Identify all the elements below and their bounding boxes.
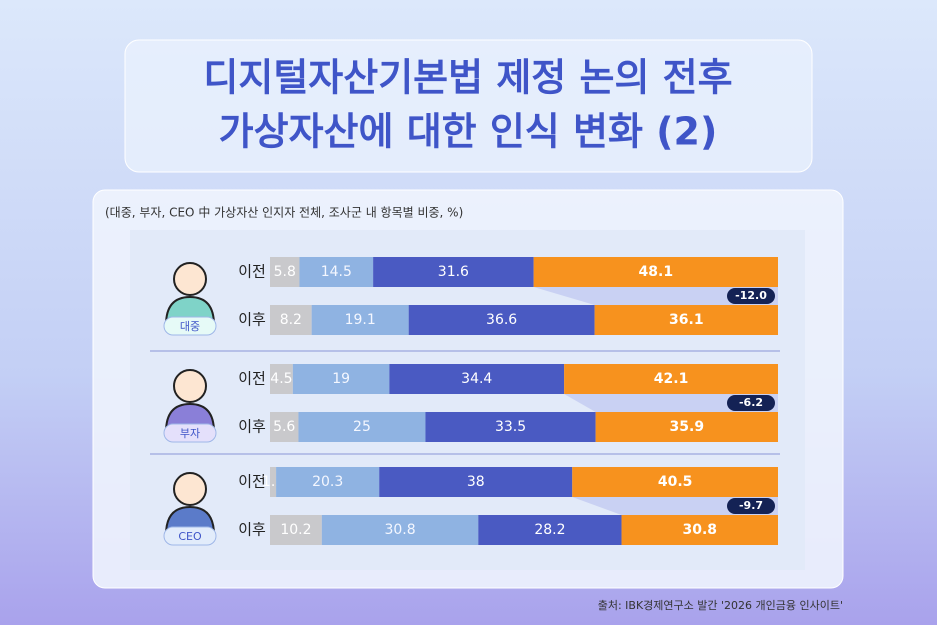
change-band [572, 497, 778, 515]
value-label: 35.9 [670, 419, 705, 435]
bar-segment [292, 364, 390, 394]
value-label: 48.1 [639, 264, 674, 280]
value-label: 42.1 [654, 371, 689, 387]
row-label: 이전 [238, 473, 266, 491]
avatar-head [173, 472, 207, 506]
value-label: 25 [353, 419, 371, 435]
bar-segment [298, 412, 426, 442]
bar-segment [564, 364, 778, 394]
bar-segment [595, 412, 778, 442]
value-label: 38 [467, 474, 485, 490]
change-badge [727, 395, 775, 411]
bar-segment [621, 515, 778, 545]
change-badge [727, 498, 775, 514]
subtitle: (대중, 부자, CEO 中 가상자산 인지자 전체, 조사군 내 항목별 비중… [105, 205, 463, 220]
group-label: CEO [178, 530, 202, 543]
value-label: 4.5 [270, 371, 292, 387]
source: 출처: IBK경제연구소 발간 '2026 개인금융 인사이트' [598, 599, 843, 612]
value-label: 8.2 [280, 312, 302, 328]
value-label: 19.1 [345, 312, 376, 328]
group-pill [163, 423, 217, 443]
bar-segment [594, 305, 778, 335]
bar-segment [270, 305, 312, 335]
value-label: 36.6 [486, 312, 517, 328]
title-line: 가상자산에 대한 인식 변화 (2) [219, 110, 718, 154]
value-label: 19 [332, 371, 350, 387]
value-label: 30.8 [682, 522, 717, 538]
avatar-head [173, 369, 207, 403]
value-label: 28.2 [534, 522, 565, 538]
row-label: 이후 [238, 521, 266, 539]
value-label: 34.4 [461, 371, 492, 387]
title-line: 디지털자산기본법 제정 논의 전후 [203, 56, 732, 100]
avatar-head [173, 262, 207, 296]
bar-segment [270, 412, 299, 442]
bar-segment [299, 257, 374, 287]
change-band [564, 394, 778, 412]
bar-segment [270, 257, 300, 287]
bar-segment [389, 364, 565, 394]
value-label: 30.8 [384, 522, 415, 538]
value-label: 36.1 [669, 312, 704, 328]
change-label: -9.7 [739, 499, 763, 512]
value-label: 31.6 [438, 264, 469, 280]
value-label: 20.3 [312, 474, 343, 490]
row-label: 이전 [238, 370, 266, 388]
title-box [124, 39, 813, 173]
group-pill [163, 526, 217, 546]
bar-segment [321, 515, 479, 545]
bar-segment [270, 467, 277, 497]
bar-segment [408, 305, 595, 335]
group-pill [163, 316, 217, 336]
change-label: -6.2 [739, 396, 763, 409]
row-label: 이전 [238, 263, 266, 281]
value-label: 40.5 [658, 474, 693, 490]
bar-segment [572, 467, 778, 497]
row-label: 이후 [238, 311, 266, 329]
bar-segment [478, 515, 622, 545]
bar-segment [270, 364, 293, 394]
bar-segment [379, 467, 573, 497]
value-label: 10.2 [280, 522, 311, 538]
bar-segment [425, 412, 596, 442]
group-label: 대중 [180, 320, 200, 333]
value-label: 5.6 [273, 419, 295, 435]
bar-segment [276, 467, 380, 497]
change-badge [727, 288, 775, 304]
bar-segment [270, 515, 322, 545]
value-label: 33.5 [495, 419, 526, 435]
bar-segment [311, 305, 409, 335]
value-label: 14.5 [321, 264, 352, 280]
change-label: -12.0 [735, 289, 767, 302]
change-band [533, 287, 778, 305]
bar-segment [533, 257, 778, 287]
bar-segment [373, 257, 534, 287]
value-label: 5.8 [274, 264, 296, 280]
group-label: 부자 [180, 427, 200, 440]
row-label: 이후 [238, 418, 266, 436]
